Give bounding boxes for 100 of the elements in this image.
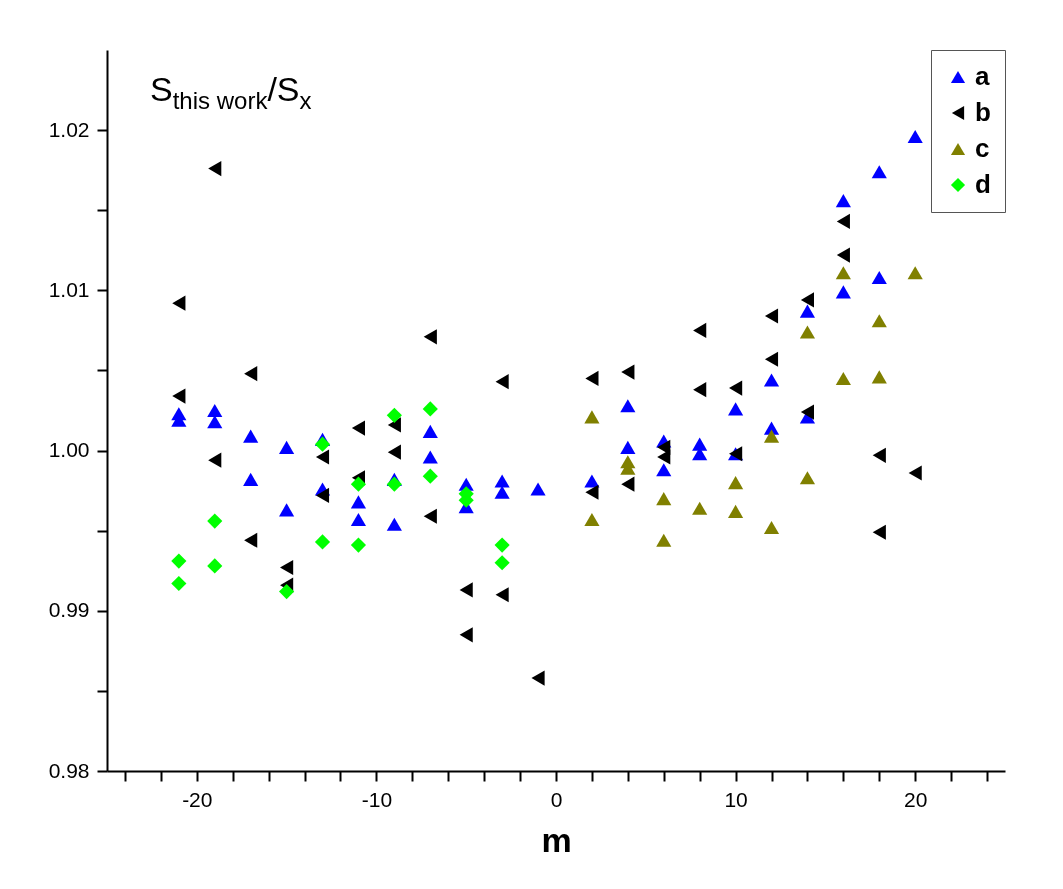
point	[872, 524, 886, 540]
point	[386, 407, 402, 423]
point	[763, 520, 780, 535]
point	[207, 513, 223, 529]
point	[350, 476, 367, 492]
annotation: S$_{this work}$/S$_{x}$	[150, 70, 312, 115]
point	[495, 587, 509, 603]
point	[172, 295, 186, 311]
point	[423, 508, 437, 524]
point	[387, 417, 401, 433]
point	[171, 575, 187, 592]
point	[314, 534, 331, 550]
point	[763, 429, 780, 443]
point	[494, 474, 510, 488]
point	[835, 285, 851, 299]
point	[314, 436, 331, 452]
point	[836, 247, 850, 263]
point	[763, 373, 780, 387]
point	[871, 270, 887, 285]
point	[244, 366, 258, 382]
point	[656, 533, 672, 547]
point	[422, 468, 438, 484]
point	[728, 476, 744, 490]
point	[908, 465, 922, 481]
x-tick-label: -10	[361, 787, 393, 811]
point	[208, 160, 222, 177]
point	[656, 463, 672, 477]
point	[494, 555, 510, 571]
y-tick-label: 1.02	[48, 117, 90, 141]
point	[585, 484, 599, 500]
point	[800, 404, 815, 420]
point	[494, 485, 510, 499]
x-axis-title: m	[541, 820, 572, 859]
point	[387, 444, 401, 460]
point	[799, 471, 816, 485]
point	[422, 450, 438, 464]
point	[495, 374, 509, 390]
point	[657, 449, 671, 465]
point	[315, 449, 330, 465]
point	[620, 399, 636, 413]
point	[208, 452, 222, 468]
point	[835, 371, 851, 386]
point	[243, 429, 259, 443]
point	[871, 314, 887, 328]
point	[620, 440, 636, 454]
point	[835, 194, 851, 208]
point	[280, 559, 294, 576]
point	[422, 424, 438, 438]
point	[584, 474, 600, 488]
point	[907, 129, 923, 144]
legend-label: b	[975, 97, 991, 127]
point	[584, 410, 600, 424]
point	[764, 308, 779, 324]
legend-label: a	[975, 61, 990, 91]
point	[530, 482, 546, 496]
point	[351, 420, 366, 436]
point	[693, 322, 707, 338]
point	[872, 447, 886, 463]
point	[207, 415, 223, 429]
point	[494, 537, 510, 553]
x-tick-label: 20	[904, 787, 928, 811]
point	[907, 266, 923, 280]
point	[836, 213, 850, 230]
point	[172, 388, 186, 404]
point	[350, 537, 367, 553]
y-tick-label: 0.99	[48, 598, 90, 622]
point	[350, 495, 367, 509]
x-tick-label: -20	[182, 787, 213, 811]
point	[800, 292, 815, 308]
point	[585, 370, 599, 387]
point	[692, 437, 708, 451]
point	[835, 266, 851, 280]
point	[422, 401, 438, 417]
legend-label: d	[975, 169, 991, 199]
legend-label: c	[975, 133, 990, 163]
point	[584, 512, 600, 527]
point	[350, 512, 367, 527]
x-tick-label: 0	[550, 787, 563, 811]
y-tick-label: 0.98	[48, 758, 90, 782]
point	[728, 402, 744, 416]
point	[423, 329, 437, 345]
y-tick-label: 1.00	[48, 438, 90, 462]
point	[692, 501, 708, 515]
y-tick-label: 1.01	[48, 277, 90, 301]
point	[871, 370, 887, 384]
point	[871, 165, 887, 179]
point	[243, 472, 259, 486]
point	[315, 487, 330, 503]
point	[764, 351, 779, 367]
point	[693, 382, 707, 398]
point	[279, 503, 295, 517]
point	[459, 582, 473, 598]
point	[386, 476, 402, 492]
point	[621, 476, 635, 492]
point	[386, 517, 402, 531]
point	[171, 553, 187, 569]
point	[459, 627, 473, 643]
point	[728, 504, 744, 519]
point	[207, 558, 223, 574]
point	[621, 364, 635, 380]
